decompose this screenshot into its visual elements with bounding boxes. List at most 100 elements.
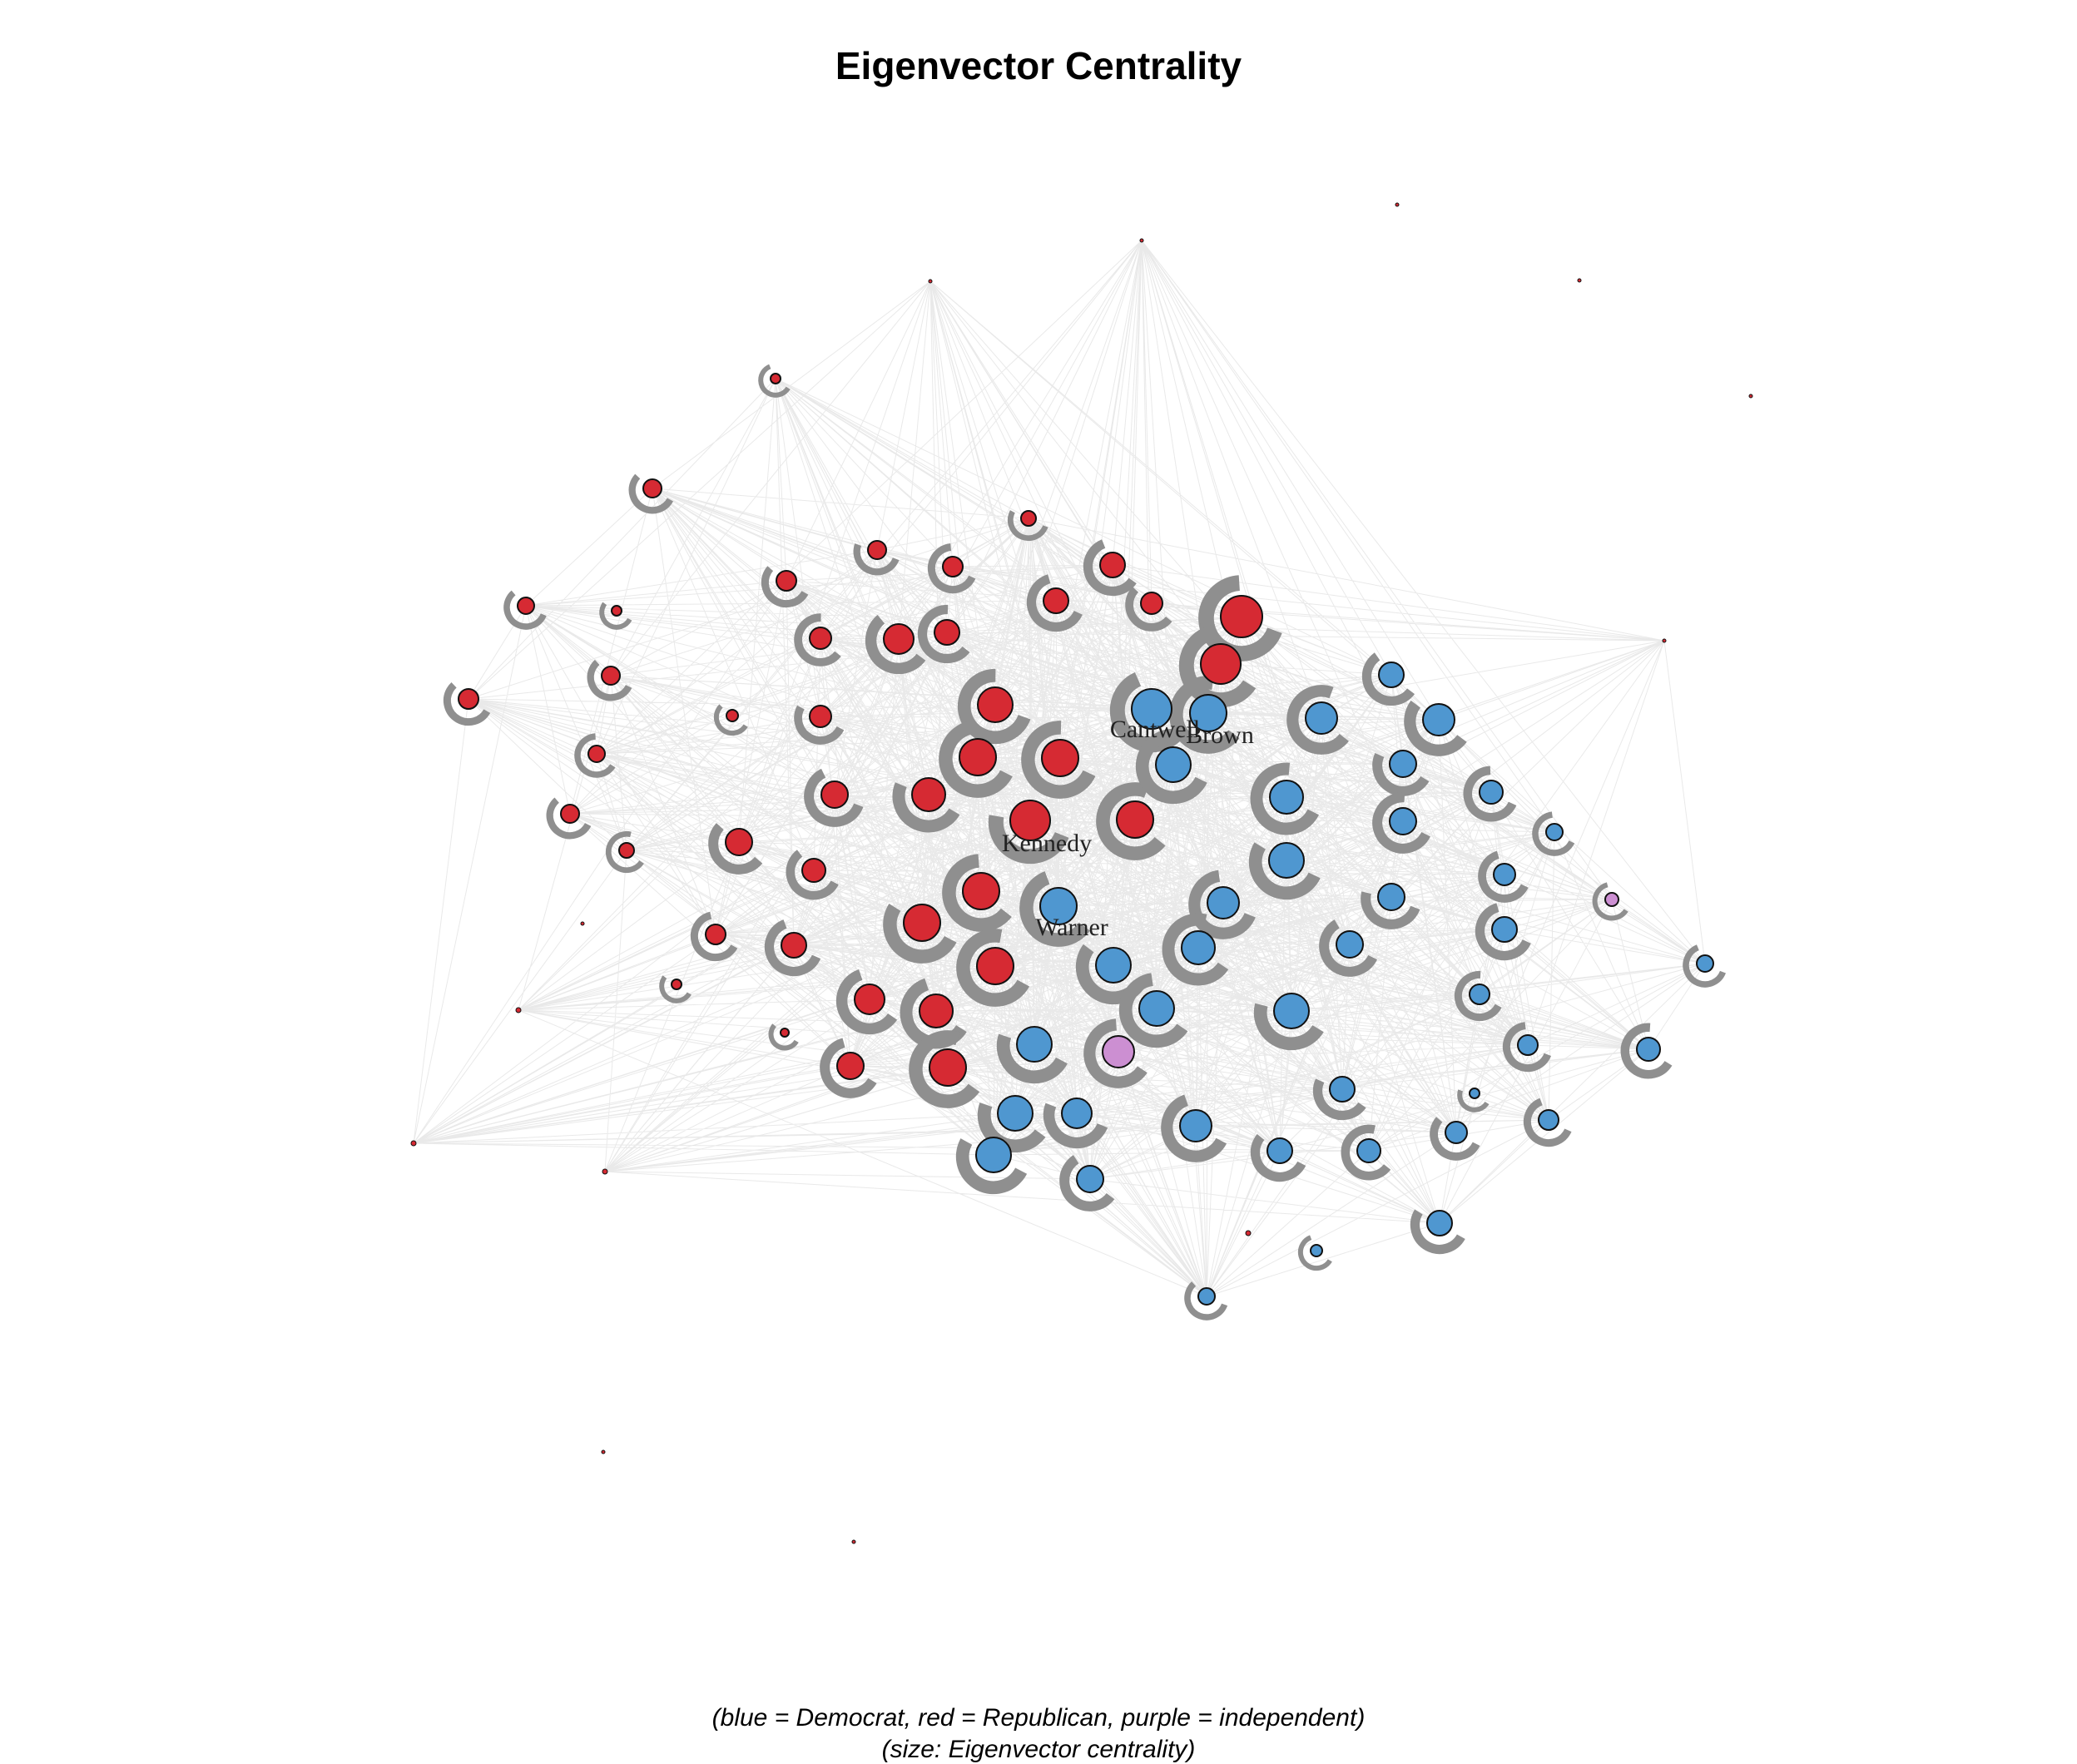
senator-node bbox=[1604, 892, 1619, 907]
arrow-ring bbox=[713, 698, 751, 736]
arrow-ring bbox=[1178, 623, 1263, 708]
senator-node bbox=[1197, 1287, 1216, 1306]
senator-node bbox=[1378, 662, 1405, 688]
senator-node bbox=[1140, 592, 1163, 615]
arrow-ring bbox=[1372, 735, 1434, 796]
senator-node bbox=[1662, 638, 1667, 643]
senator-node bbox=[1220, 595, 1263, 638]
senator-node bbox=[962, 872, 1000, 910]
senator-node bbox=[820, 780, 849, 809]
senator-node bbox=[1200, 643, 1242, 685]
senator-node bbox=[959, 738, 997, 776]
senator-node bbox=[1245, 1230, 1252, 1236]
arrow-ring bbox=[574, 733, 619, 778]
senator-node bbox=[1020, 510, 1037, 527]
arrow-ring bbox=[1532, 811, 1577, 856]
arrow-ring bbox=[1457, 1078, 1492, 1112]
node-label-brown: Brown bbox=[1186, 721, 1254, 749]
arrow-ring bbox=[708, 813, 770, 875]
senator-node bbox=[611, 605, 622, 617]
senator-node bbox=[1155, 746, 1192, 783]
senator-node bbox=[602, 1168, 608, 1175]
senator-node bbox=[515, 1007, 522, 1013]
node-label-cantwell: Cantwell bbox=[1110, 716, 1200, 743]
senator-node bbox=[1076, 1165, 1104, 1193]
arrow-ring bbox=[768, 1018, 801, 1051]
arrow-ring bbox=[883, 885, 961, 964]
arrow-ring bbox=[1592, 881, 1632, 921]
senator-node bbox=[1269, 780, 1304, 815]
senator-node bbox=[1207, 886, 1240, 919]
senator-node bbox=[1041, 739, 1079, 777]
arrow-ring bbox=[503, 585, 548, 630]
senator-node bbox=[1491, 916, 1518, 943]
arrow-ring bbox=[587, 653, 635, 701]
senator-node bbox=[705, 924, 726, 945]
senator-node bbox=[780, 1028, 790, 1038]
arrow-ring bbox=[1361, 868, 1422, 929]
arrow-ring bbox=[758, 363, 793, 398]
arrow-ring bbox=[1118, 972, 1195, 1048]
senator-node bbox=[1138, 990, 1175, 1027]
arrow-ring bbox=[546, 791, 594, 840]
arrow-ring bbox=[955, 1118, 1032, 1195]
senator-node bbox=[560, 804, 580, 824]
arrow-ring bbox=[1248, 824, 1325, 900]
senator-node bbox=[601, 1449, 606, 1454]
label-layer: Cantwell Brown Kennedy Warner bbox=[1002, 716, 1254, 941]
arrow-ring bbox=[1021, 721, 1099, 799]
caption-size-legend: (size: Eigenvector centrality) bbox=[881, 1736, 1196, 1763]
senator-node bbox=[836, 1052, 865, 1080]
senator-node bbox=[1389, 807, 1417, 835]
arrow-ring bbox=[1454, 970, 1505, 1022]
arrow-ring bbox=[1250, 762, 1323, 835]
arrow-ring bbox=[1125, 578, 1178, 632]
senator-node bbox=[809, 627, 832, 650]
senator-node bbox=[1577, 278, 1582, 283]
senator-node bbox=[1139, 238, 1144, 243]
node-layer bbox=[410, 202, 1753, 1544]
senator-node bbox=[1636, 1037, 1661, 1062]
senator-node bbox=[587, 745, 606, 763]
arrow-ring bbox=[786, 844, 842, 900]
arrow-ring bbox=[1169, 676, 1247, 754]
node-label-kennedy: Kennedy bbox=[1002, 830, 1092, 857]
senator-node bbox=[1493, 863, 1516, 886]
arrow-ring bbox=[764, 917, 824, 977]
senator-node bbox=[776, 570, 797, 592]
senator-node bbox=[1538, 1109, 1559, 1131]
senator-node bbox=[1305, 701, 1338, 735]
senator-node bbox=[1273, 993, 1310, 1029]
arrow-ring bbox=[1372, 792, 1434, 854]
arrow-ring bbox=[1319, 915, 1381, 977]
arrow-ring bbox=[1083, 1018, 1153, 1088]
arrow-ring bbox=[1410, 1195, 1470, 1255]
senator-node bbox=[1329, 1076, 1356, 1102]
arrow-ring bbox=[853, 528, 901, 576]
arrow-ring bbox=[1184, 1276, 1229, 1321]
arrow-ring bbox=[909, 1030, 987, 1108]
arrow-ring bbox=[927, 543, 979, 594]
senator-node bbox=[928, 279, 933, 284]
arrow-ring bbox=[1135, 728, 1212, 805]
arrow-ring-layer bbox=[443, 363, 1728, 1321]
caption-party-legend: (blue = Democrat, red = Republican, purp… bbox=[711, 1704, 1366, 1732]
senator-node bbox=[1131, 688, 1172, 730]
chart-title: Eigenvector Centrality bbox=[835, 44, 1242, 87]
senator-node bbox=[770, 373, 781, 384]
senator-node bbox=[975, 1137, 1012, 1173]
arrow-ring bbox=[690, 910, 741, 962]
arrow-ring bbox=[1502, 1021, 1554, 1073]
arrow-ring bbox=[1019, 869, 1098, 947]
arrow-ring bbox=[1404, 686, 1474, 756]
senator-node bbox=[726, 709, 739, 722]
arrow-ring bbox=[1188, 870, 1258, 939]
senator-node bbox=[934, 619, 960, 646]
arrow-ring bbox=[1683, 943, 1728, 988]
senator-node bbox=[1039, 887, 1078, 925]
arrow-ring bbox=[988, 780, 1073, 865]
senator-node bbox=[1310, 1244, 1323, 1257]
senator-node bbox=[1116, 800, 1154, 839]
senator-node bbox=[601, 666, 621, 686]
